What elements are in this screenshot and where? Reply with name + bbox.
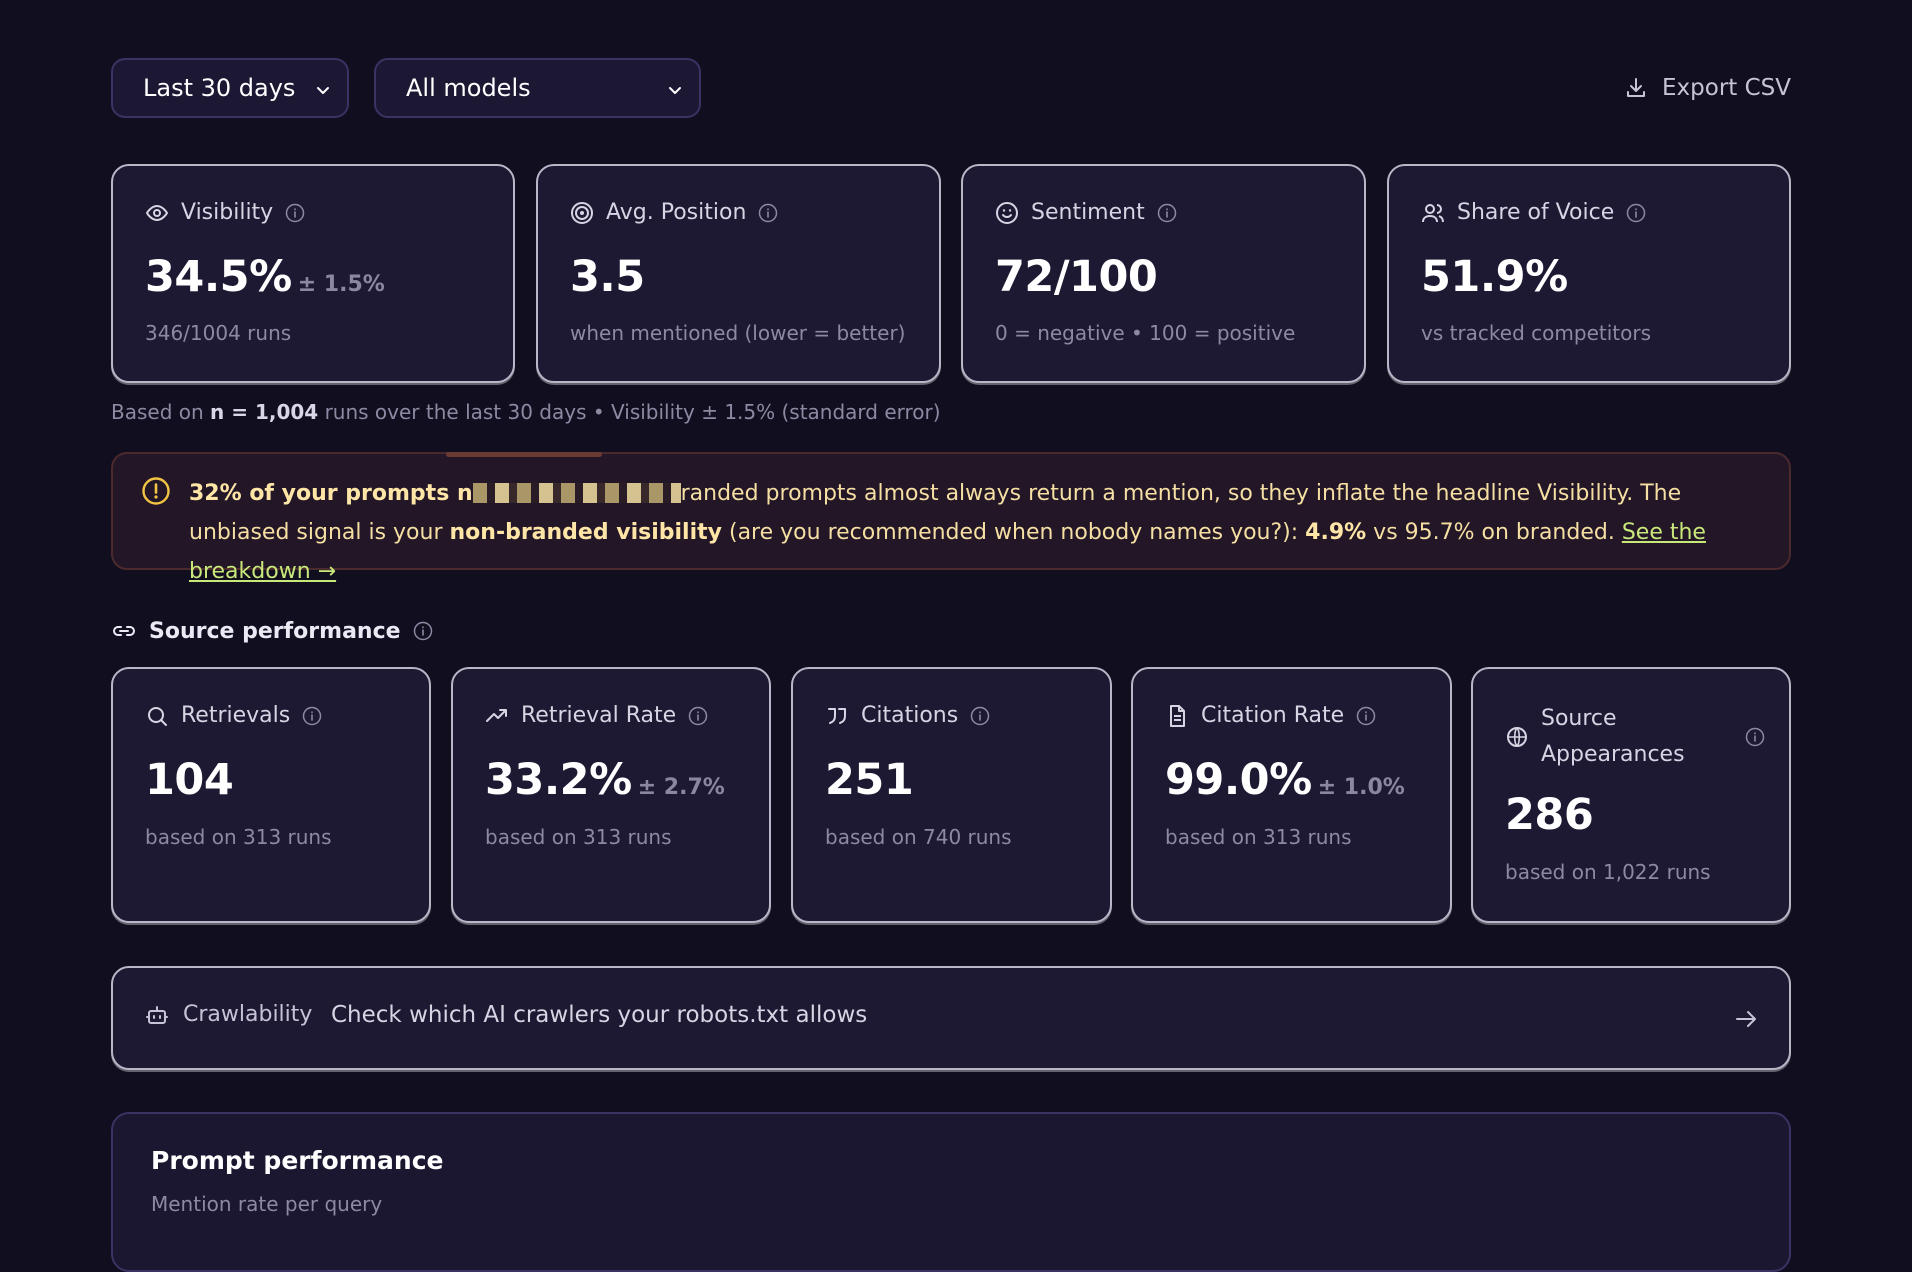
warning-part3: vs 95.7% on branded. xyxy=(1366,520,1622,545)
metric-label: Retrieval Rate xyxy=(521,703,677,728)
metric-sub: based on 1,022 runs xyxy=(1505,860,1711,884)
metric-sub: based on 740 runs xyxy=(825,825,1012,849)
alert-icon xyxy=(142,477,170,505)
info-icon[interactable] xyxy=(1157,203,1177,223)
date-range-select[interactable]: Last 30 days xyxy=(111,58,349,118)
metric-value: 33.2% xyxy=(485,755,632,805)
chevron-down-icon xyxy=(669,87,681,94)
globe-icon xyxy=(1507,727,1527,747)
note-n: n = 1,004 xyxy=(210,400,319,424)
sample-note: Based on n = 1,004 runs over the last 30… xyxy=(111,400,941,424)
smile-icon xyxy=(996,201,1018,224)
quote-icon xyxy=(828,707,846,724)
source-card-retrievals: Retrievals 104 based on 313 runs xyxy=(111,667,431,923)
metric-card-sentiment: Sentiment 72/100 0 = negative • 100 = po… xyxy=(961,164,1366,383)
note-suffix: runs over the last 30 days • Visibility … xyxy=(318,400,941,424)
metric-error: ± 1.5% xyxy=(297,272,385,297)
metric-value: 286 xyxy=(1505,790,1594,840)
prompt-performance-card: Prompt performance Mention rate per quer… xyxy=(111,1112,1791,1272)
metric-label-line1: Source xyxy=(1541,706,1617,731)
export-csv-button[interactable]: Export CSV xyxy=(1624,70,1791,106)
source-card-source-appearances: Source Appearances 286 based on 1,022 run… xyxy=(1471,667,1791,923)
metric-value: 34.5% xyxy=(145,252,292,302)
eye-icon xyxy=(145,204,169,221)
source-card-retrieval-rate: Retrieval Rate 33.2% ± 2.7% based on 313 … xyxy=(451,667,771,923)
link-icon xyxy=(113,626,135,636)
metric-error: ± 2.7% xyxy=(637,775,725,800)
metric-sub: 346/1004 runs xyxy=(145,321,292,345)
arrow-right-icon xyxy=(1736,1011,1756,1027)
metric-card-share-of-voice: Share of Voice 51.9% vs tracked competit… xyxy=(1387,164,1791,383)
crawlability-description: Check which AI crawlers your robots.txt … xyxy=(331,1002,868,1028)
warning-lead: 32% of your prompts n xyxy=(189,481,473,506)
target-icon xyxy=(571,201,593,224)
metric-sub: based on 313 runs xyxy=(485,825,672,849)
metric-card-avg-position: Avg. Position 3.5 when mentioned (lower … xyxy=(536,164,941,383)
metric-label: Citation Rate xyxy=(1201,703,1345,728)
prompt-performance-title: Prompt performance xyxy=(151,1146,444,1175)
source-card-citation-rate: Citation Rate 99.0% ± 1.0% based on 313 r… xyxy=(1131,667,1452,923)
metric-value: 99.0% xyxy=(1165,755,1312,805)
toolbar: Last 30 days All models Export CSV xyxy=(111,58,1791,118)
metric-sub: based on 313 runs xyxy=(145,825,332,849)
note-prefix: Based on xyxy=(111,400,211,424)
info-icon[interactable] xyxy=(1626,203,1646,223)
download-icon xyxy=(1627,78,1645,97)
trending-up-icon xyxy=(486,708,507,722)
warning-accent-bar xyxy=(446,452,602,457)
metric-value: 72/100 xyxy=(995,252,1158,302)
metric-label-line2: Appearances xyxy=(1541,742,1685,767)
crawlability-row[interactable]: Crawlability Check which AI crawlers you… xyxy=(111,966,1791,1070)
warning-part1: randed prompts almost always return a me… xyxy=(189,481,1682,545)
info-icon[interactable] xyxy=(1745,727,1765,747)
prompt-performance-subtitle: Mention rate per query xyxy=(151,1192,383,1216)
source-card-citations: Citations 251 based on 740 runs xyxy=(791,667,1112,923)
users-icon xyxy=(1422,203,1444,222)
source-performance-heading: Source performance xyxy=(111,618,433,644)
metric-value: 104 xyxy=(145,755,234,805)
metric-label: Visibility xyxy=(181,200,274,225)
metric-value: 3.5 xyxy=(570,252,645,302)
metric-sub: 0 = negative • 100 = positive xyxy=(995,321,1296,345)
info-icon[interactable] xyxy=(758,203,778,223)
branded-prompts-warning: 32% of your prompts n randed prompts almo… xyxy=(111,452,1791,584)
metric-sub: when mentioned (lower = better) xyxy=(570,321,906,345)
metric-error: ± 1.0% xyxy=(1317,775,1405,800)
info-icon[interactable] xyxy=(1356,706,1376,726)
crawlability-label: Crawlability xyxy=(183,1002,313,1027)
metric-sub: vs tracked competitors xyxy=(1421,321,1651,345)
see-breakdown-link[interactable]: See the breakdown → xyxy=(189,520,1706,584)
section-title: Source performance xyxy=(149,618,401,644)
metric-value: 51.9% xyxy=(1421,252,1568,302)
document-icon xyxy=(1170,704,1185,727)
info-icon[interactable] xyxy=(970,706,990,726)
info-icon[interactable] xyxy=(413,621,433,641)
warning-text: 32% of your prompts n randed prompts almo… xyxy=(189,474,1769,591)
info-icon[interactable] xyxy=(285,203,305,223)
search-icon xyxy=(148,706,167,726)
metric-label: Retrievals xyxy=(181,703,291,728)
model-label: All models xyxy=(406,74,531,102)
warning-bold3: 4.9% xyxy=(1305,520,1367,545)
date-range-label: Last 30 days xyxy=(143,74,296,102)
export-csv-label: Export CSV xyxy=(1662,75,1791,101)
metric-label: Source Appearances xyxy=(1541,701,1685,773)
metric-label: Avg. Position xyxy=(606,200,747,225)
metric-label: Citations xyxy=(861,703,959,728)
warning-bold2: non-branded visibility xyxy=(449,520,723,545)
metric-sub: based on 313 runs xyxy=(1165,825,1352,849)
warning-part2: (are you recommended when nobody names y… xyxy=(722,520,1306,545)
info-icon[interactable] xyxy=(688,706,708,726)
metric-label: Sentiment xyxy=(1031,200,1145,225)
info-icon[interactable] xyxy=(302,706,322,726)
model-select[interactable]: All models xyxy=(374,58,701,118)
metric-card-visibility: Visibility 34.5% ± 1.5% 346/1004 runs xyxy=(111,164,515,383)
robot-icon xyxy=(146,1005,168,1024)
redacted-block xyxy=(472,483,681,503)
metric-value: 251 xyxy=(825,755,914,805)
chevron-down-icon xyxy=(317,87,329,94)
metric-label: Share of Voice xyxy=(1457,200,1615,225)
